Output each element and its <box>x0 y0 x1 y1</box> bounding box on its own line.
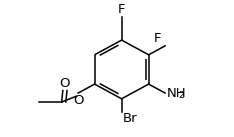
Text: Br: Br <box>123 112 137 125</box>
Text: F: F <box>118 3 125 16</box>
Text: O: O <box>60 77 70 90</box>
Text: NH: NH <box>166 87 186 100</box>
Text: O: O <box>73 94 83 107</box>
Text: 2: 2 <box>179 91 184 100</box>
Text: F: F <box>154 32 162 45</box>
